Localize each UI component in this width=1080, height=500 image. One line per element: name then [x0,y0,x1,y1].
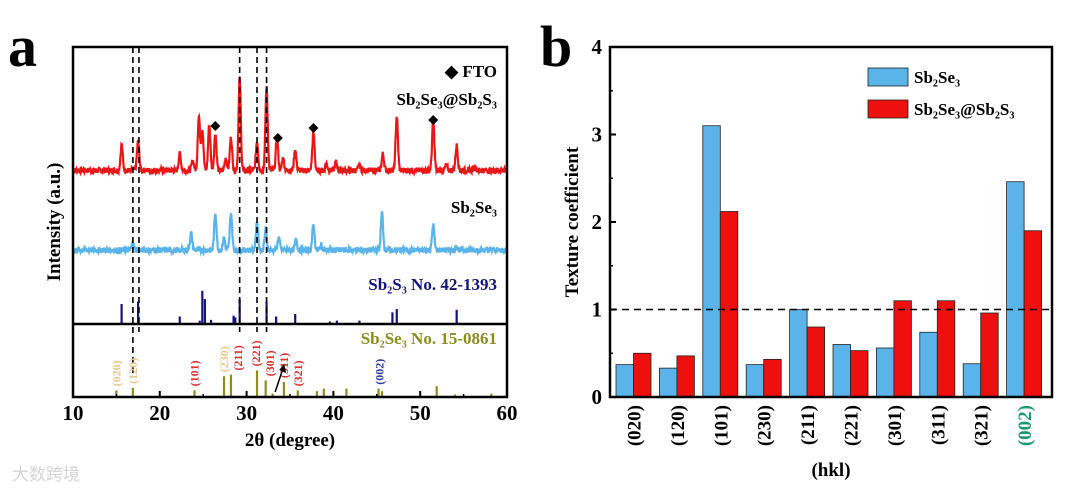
x-tick-label: 60 [497,401,518,425]
bar [806,326,825,398]
bar [789,309,808,398]
x-category-label: (321) [972,405,993,446]
xrd-trace [72,76,508,177]
x-category-label: (301) [885,405,906,446]
bar [763,358,782,398]
bar [676,355,695,398]
hkl-label: (101) [188,360,202,386]
texture-chart: (020) (120) (101) (230) (211) (221) (301) (311)… [592,35,1054,446]
series-label: Sb₂Se₃@Sb₂S₃ [397,90,497,109]
bar [919,331,938,398]
fto-marker [428,115,439,125]
x-tick-label: 20 [149,401,170,425]
x-category-label: (002) [1015,405,1036,446]
texture-x-axis-label: (hkl) [811,460,850,481]
x-category-label: (120) [668,405,689,446]
bar [1023,230,1042,398]
texture-y-axis-label: Texture coefficient [562,146,583,297]
xrd-trace [71,211,508,258]
arrow [274,367,284,393]
series-label: Sb₂Se₃ [451,198,497,217]
bar [702,125,721,398]
fto-marker [308,123,319,133]
bar [745,364,765,398]
bar [615,364,634,398]
bar [980,312,999,398]
bar [1006,181,1025,398]
arrow-head [279,364,287,373]
series-label: Sb₂S₃ No. 42-1393 [368,275,497,294]
fto-legend: ◆ FTO [444,62,497,81]
bar [936,300,956,398]
y-tick-label: 0 [592,385,603,409]
x-tick-label: 30 [236,401,257,425]
hkl-label: (321) [291,360,305,386]
xrd-y-axis-label: Intensity (a.u.) [44,163,65,282]
x-tick-label: 50 [410,401,431,425]
bar [633,352,652,398]
hkl-label: (221) [249,340,263,366]
y-tick-label: 1 [592,298,603,322]
series-label: Sb₂Se₃ No. 15-0861 [361,329,497,348]
x-category-label: (211) [798,405,819,445]
panel-label-a: a [8,14,37,79]
bar [876,347,895,398]
legend-swatch [867,99,909,119]
y-tick-label: 4 [592,35,603,59]
bar [832,344,851,398]
x-category-label: (311) [928,405,949,445]
fto-marker [210,121,221,131]
x-category-label: (221) [842,405,863,446]
bar [719,211,739,398]
bar [893,300,912,398]
bar [659,367,678,398]
x-category-label: (101) [711,405,732,446]
y-tick-label: 3 [592,123,603,147]
bar [850,350,869,398]
hkl-label: (002) [372,359,386,385]
legend-swatch [867,67,909,87]
y-tick-label: 2 [592,210,603,234]
x-tick-label: 10 [63,401,84,425]
hkl-label: (020) [109,360,123,386]
xrd-chart: Sb₂Se₃@Sb₂S₃ Sb₂Se₃ Sb₂S₃ No. 42-1393 Sb₂Se… [63,45,518,425]
legend-label: Sb₂Se₃@Sb₂S₃ [914,100,1014,119]
xrd-x-axis-label: 2θ (degree) [245,430,335,451]
panel-label-b: b [540,14,572,79]
x-tick-label: 40 [323,401,344,425]
bar [962,363,982,398]
hkl-label: (301) [263,350,277,376]
hkl-label: (211) [231,345,245,370]
watermark: 大数跨境 [12,465,80,485]
legend-label: Sb₂Se₃ [914,68,960,87]
fto-marker [272,133,283,143]
hkl-label: (230) [217,346,231,372]
x-category-label: (020) [625,405,646,446]
hkl-label: (120) [126,358,140,384]
x-category-label: (230) [755,405,776,446]
